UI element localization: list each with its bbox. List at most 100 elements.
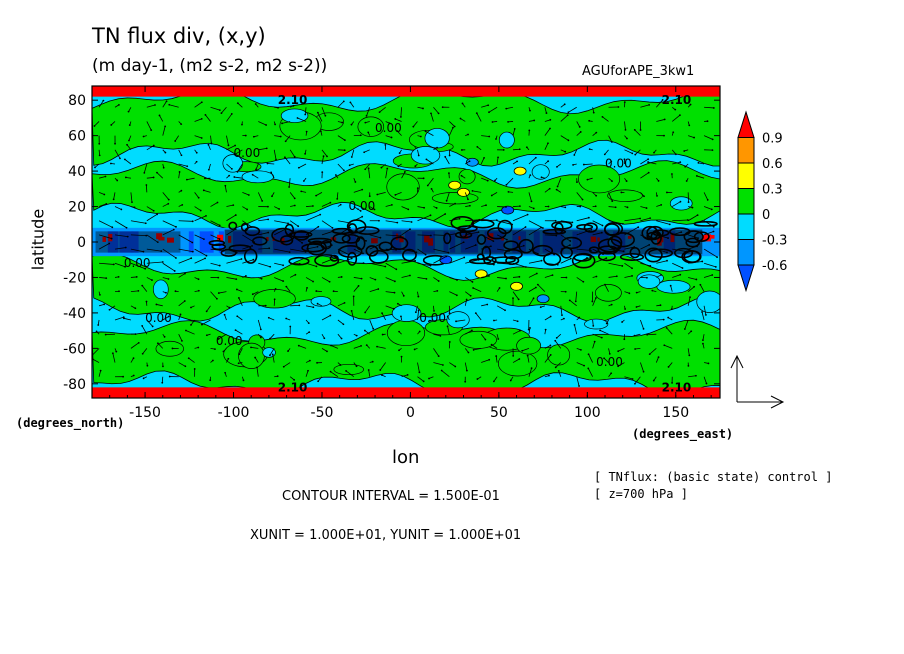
flux-vector — [656, 220, 670, 225]
flux-vector — [385, 248, 397, 251]
flux-vector-head — [205, 214, 207, 217]
flux-vector-head — [476, 145, 479, 148]
flux-vector — [527, 355, 530, 363]
flux-vector-head — [587, 216, 590, 219]
flux-vector — [321, 257, 336, 264]
flux-vector — [369, 243, 381, 250]
flux-vector-head — [601, 115, 604, 118]
flux-vector-head — [483, 156, 485, 159]
flux-vector-head — [446, 315, 449, 318]
flux-vector — [701, 311, 705, 321]
flux-vector-head — [602, 253, 604, 256]
flux-vector — [506, 177, 514, 186]
flux-vector — [491, 344, 498, 349]
flux-vector-head — [674, 108, 677, 111]
flux-vector-head — [475, 112, 478, 115]
flux-vector — [703, 248, 718, 258]
flux-vector-head — [474, 312, 477, 315]
flux-vector — [413, 121, 418, 127]
flux-vector-head — [665, 326, 668, 329]
cyan-blob — [637, 274, 661, 289]
contour-value-label: 0.00 — [124, 256, 151, 270]
flux-vector-head — [578, 385, 580, 387]
flux-vector — [258, 148, 267, 151]
flux-vector-head — [265, 124, 267, 126]
flux-vector-head — [254, 103, 257, 105]
flux-vector — [178, 220, 193, 222]
flux-vector-head — [326, 350, 328, 353]
flux-vector — [224, 185, 227, 193]
flux-vector — [289, 192, 296, 199]
flux-vector-head — [348, 221, 351, 224]
flux-vector — [465, 330, 473, 335]
flux-vector — [512, 245, 524, 250]
flux-vector-head — [152, 144, 155, 147]
flux-vector-head — [599, 329, 601, 332]
flux-vector — [592, 319, 594, 326]
flux-vector — [703, 192, 709, 201]
polar-value-label: 2.10 — [662, 380, 692, 394]
flux-vector — [379, 106, 386, 113]
flux-vector-head — [519, 329, 521, 332]
flux-vector-head — [324, 114, 327, 117]
flux-vector — [258, 247, 270, 250]
flux-vector-head — [695, 374, 697, 377]
flux-vector-head — [486, 303, 489, 306]
flux-vector-head — [699, 283, 702, 286]
flux-vector-head — [592, 111, 595, 114]
flux-vector — [528, 192, 532, 202]
flux-vector-head — [693, 285, 696, 288]
flux-vector-head — [306, 287, 308, 289]
flux-vector-head — [649, 265, 652, 267]
flux-vector-head — [466, 369, 468, 372]
flux-vector-head — [471, 281, 474, 283]
flux-vector-head — [118, 290, 120, 293]
flux-vector-head — [555, 188, 558, 191]
flux-vector-head — [124, 265, 126, 268]
flux-vector — [203, 189, 211, 193]
flux-vector — [194, 215, 207, 222]
vector-units: XUNIT = 1.000E+01, YUNIT = 1.000E+01 — [250, 528, 522, 543]
x-unit-label: (degrees_east) — [632, 427, 734, 441]
flux-vector — [178, 171, 180, 179]
cyan-blob — [584, 318, 609, 330]
flux-vector-head — [429, 214, 432, 217]
flux-vector-head — [285, 285, 288, 288]
flux-vector-head — [145, 300, 148, 303]
flux-vector-head — [491, 121, 494, 123]
flux-vector-head — [592, 325, 595, 327]
flux-vector-head — [396, 221, 399, 224]
equatorial-positive-cell — [217, 234, 224, 242]
flux-vector-head — [511, 223, 514, 226]
flux-vector — [672, 231, 682, 236]
flux-vector-head — [660, 274, 662, 276]
flux-vector-head — [413, 348, 416, 351]
flux-vector-head — [508, 250, 510, 252]
flux-vector — [401, 206, 409, 210]
flux-vector-head — [287, 222, 289, 225]
flux-vector — [369, 262, 386, 267]
flux-vector-head — [319, 213, 322, 216]
flux-vector-head — [238, 353, 241, 356]
flux-vector-head — [639, 217, 642, 220]
flux-vector-head — [711, 274, 714, 276]
flux-vector-head — [116, 179, 119, 182]
flux-vector — [321, 277, 330, 283]
flux-vector-head — [363, 151, 366, 154]
flux-vector-head — [376, 345, 378, 348]
flux-vector — [369, 319, 374, 329]
flux-vector-head — [671, 173, 673, 175]
flux-vector-head — [505, 238, 508, 241]
flux-vector — [321, 348, 328, 352]
flux-vector — [528, 260, 542, 264]
flux-vector-head — [308, 331, 311, 334]
flux-vector-head — [392, 307, 395, 310]
flux-vector — [702, 334, 705, 341]
flux-vector-head — [455, 320, 457, 323]
flux-vector-head — [407, 208, 410, 211]
flux-vector-head — [352, 295, 355, 298]
equatorial-positive-cell — [167, 237, 174, 243]
flux-vector — [210, 106, 220, 111]
flux-vector — [289, 220, 299, 227]
